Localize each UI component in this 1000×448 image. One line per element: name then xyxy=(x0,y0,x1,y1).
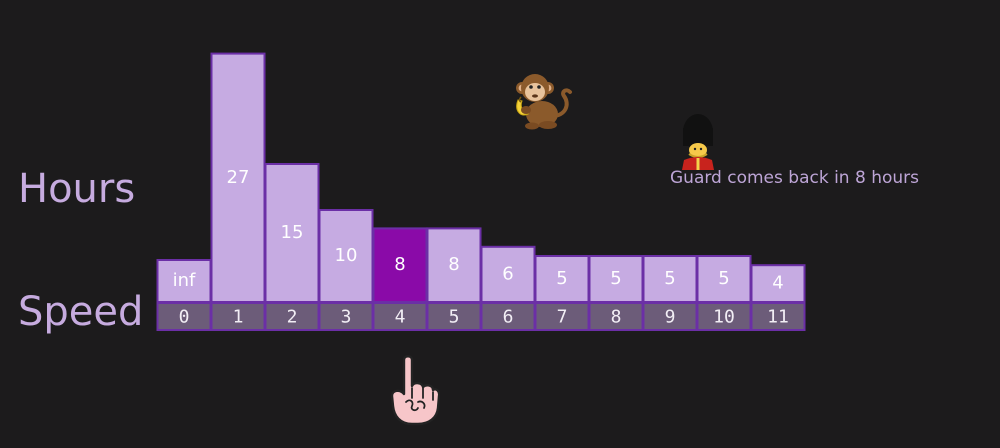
speed-value-label: 8 xyxy=(611,307,622,328)
speed-cell xyxy=(480,302,536,331)
bar xyxy=(588,255,644,303)
speed-value-label: 10 xyxy=(713,307,735,328)
monkey-eating-banana-icon xyxy=(516,74,572,130)
pointing-finger-icon xyxy=(390,355,440,426)
bar-value-label: 6 xyxy=(502,263,513,284)
speed-cell xyxy=(264,302,320,331)
speed-value-label: 0 xyxy=(179,307,190,328)
bar-value-label: inf xyxy=(173,270,196,291)
bar xyxy=(480,245,536,304)
speed-value-label: 9 xyxy=(665,307,676,328)
bar-value-label: 8 xyxy=(448,254,459,275)
bar-value-label: 27 xyxy=(227,167,250,188)
speed-value-label: 11 xyxy=(767,307,789,328)
speed-cell xyxy=(210,302,266,331)
speed-value-label: 6 xyxy=(503,307,514,328)
hours-label: Hours xyxy=(18,166,136,212)
bar-value-label: 10 xyxy=(335,245,358,266)
bar xyxy=(750,264,806,304)
guard-note: Guard comes back in 8 hours xyxy=(670,168,919,188)
speed-value-label: 7 xyxy=(557,307,568,328)
bar-value-label: 5 xyxy=(718,268,729,289)
bar-value-label: 5 xyxy=(664,268,675,289)
speed-value-label: 1 xyxy=(233,307,244,328)
bar xyxy=(318,209,374,303)
speed-value-label: 5 xyxy=(449,307,460,328)
speed-value-label: 2 xyxy=(287,307,298,328)
speed-cell xyxy=(750,302,806,331)
bar-value-label: 15 xyxy=(281,222,304,243)
speed-value-label: 3 xyxy=(341,307,352,328)
speed-cell xyxy=(318,302,374,331)
bar-value-label: 4 xyxy=(772,273,783,294)
speed-cell xyxy=(426,302,482,331)
bar xyxy=(264,163,320,303)
bar-value-label: 5 xyxy=(610,268,621,289)
speed-value-label: 4 xyxy=(395,307,406,328)
bar-value-label: 5 xyxy=(556,268,567,289)
bar-value-label: 8 xyxy=(394,254,405,275)
speed-label: Speed xyxy=(18,289,144,335)
speed-cell xyxy=(372,302,428,331)
royal-guard-icon xyxy=(682,114,714,170)
